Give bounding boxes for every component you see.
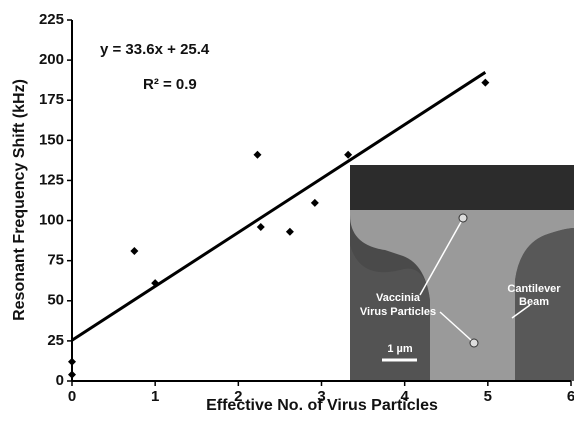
- y-tick-label: 0: [56, 372, 64, 389]
- x-axis-label: Effective No. of Virus Particles: [206, 397, 438, 414]
- y-tick-label: 150: [39, 131, 64, 148]
- equation: y = 33.6x + 25.4: [100, 41, 210, 58]
- x-tick-label: 5: [484, 388, 492, 405]
- data-point: [68, 370, 76, 379]
- r-squared: R² = 0.9: [143, 76, 197, 93]
- y-tick-label: 100: [39, 212, 64, 229]
- inset-label: Cantilever: [507, 283, 561, 295]
- data-point: [285, 227, 294, 236]
- x-tick-label: 1: [151, 388, 159, 405]
- x-tick-label: 2: [234, 388, 242, 405]
- data-point: [310, 198, 319, 207]
- inset-label: Vaccinia: [376, 292, 421, 304]
- data-point: [481, 78, 490, 87]
- x-tick-label: 4: [400, 388, 409, 405]
- fit-line: [71, 71, 487, 342]
- data-point: [344, 150, 353, 159]
- y-tick-label: 200: [39, 51, 64, 68]
- inset-label: Beam: [519, 296, 549, 308]
- x-tick-label: 0: [68, 388, 76, 405]
- virus-particle: [469, 338, 479, 348]
- pointer: [511, 304, 531, 319]
- data-point: [256, 222, 265, 231]
- x-tick-label: 6: [567, 388, 574, 405]
- y-axis-label: Resonant Frequency Shift (kHz): [11, 79, 28, 321]
- y-tick-label: 225: [39, 11, 64, 28]
- x-tick-label: 3: [317, 388, 325, 405]
- virus-particle: [458, 213, 468, 223]
- data-point: [68, 357, 76, 366]
- y-tick-label: 175: [39, 91, 64, 108]
- scale-label: 1 µm: [387, 343, 413, 355]
- inset-dark-region: [350, 165, 574, 210]
- pointer: [439, 311, 472, 341]
- y-tick-label: 25: [47, 332, 64, 349]
- y-tick-label: 75: [47, 252, 64, 269]
- cantilever-beam: [350, 210, 574, 381]
- inset-texture: [350, 245, 430, 381]
- inset-texture: [515, 228, 574, 381]
- data-point: [130, 247, 139, 256]
- data-point: [253, 150, 262, 159]
- y-tick-label: 50: [47, 292, 64, 309]
- inset-label: Virus Particles: [360, 306, 436, 318]
- inset-photo: Vaccinia Virus Particles Cantilever Beam…: [350, 165, 574, 381]
- y-tick-label: 125: [39, 171, 64, 188]
- pointer: [419, 221, 462, 296]
